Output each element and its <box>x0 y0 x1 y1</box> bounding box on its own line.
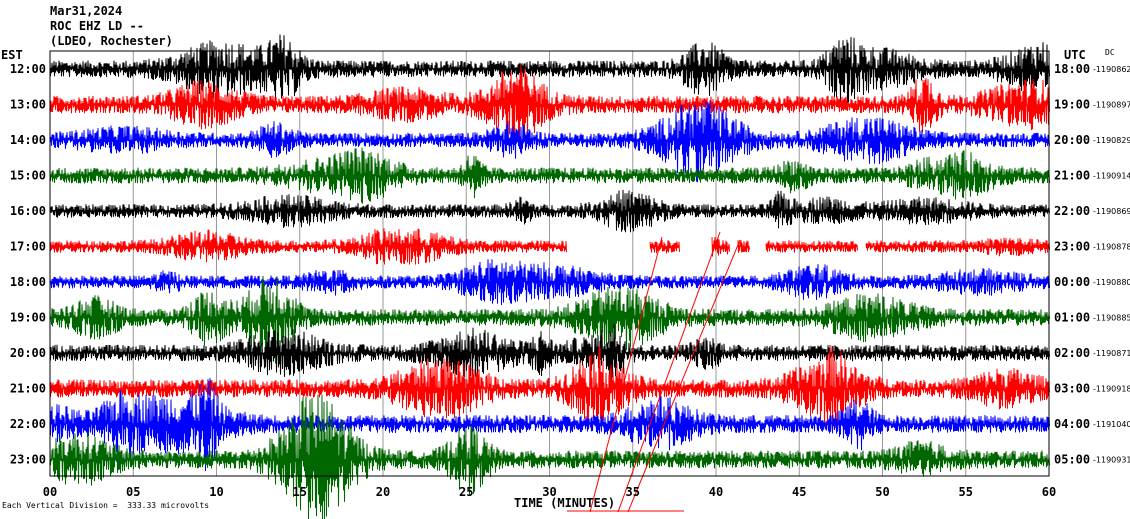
dc-value-label: -1190885 <box>1093 314 1130 323</box>
est-label: 16:00 <box>10 204 46 218</box>
est-label: 17:00 <box>10 240 46 254</box>
dc-offset-labels: -1190862 -1190897 -1190829 -1190914 -1190869… <box>1093 65 1130 465</box>
plot-frame <box>49 50 1050 477</box>
x-tick-label: 10 <box>209 485 223 499</box>
dc-value-label: -1190897 <box>1093 101 1130 110</box>
dc-value-label: -1190862 <box>1093 65 1130 74</box>
est-label: 15:00 <box>10 169 46 183</box>
trace-row-8 <box>49 275 1050 364</box>
trace-row-6 <box>49 228 1050 265</box>
x-tick-label: 35 <box>626 485 640 499</box>
dc-value-label: -1190878 <box>1093 243 1130 252</box>
utc-label: 23:00 <box>1054 240 1090 254</box>
trace-row-4 <box>49 147 1050 204</box>
x-tick-labels: 00 05 10 15 20 25 30 35 40 45 50 55 60 <box>43 485 1056 499</box>
trace-row-3 <box>49 100 1050 183</box>
trace-group <box>49 34 1050 519</box>
utc-label: 03:00 <box>1054 382 1090 396</box>
utc-label: 22:00 <box>1054 204 1090 218</box>
dc-value-label: -1190880 <box>1093 278 1130 287</box>
x-tick-label: 00 <box>43 485 57 499</box>
trace-row-7 <box>49 259 1050 306</box>
dc-column-label: DC <box>1105 48 1115 57</box>
diagonal-line <box>627 239 741 513</box>
utc-label: 20:00 <box>1054 133 1090 147</box>
utc-hour-labels: 18:00 19:00 20:00 21:00 22:00 23:00 00:00 01:00… <box>1054 62 1090 467</box>
x-tick-label: 40 <box>709 485 723 499</box>
right-timezone-label: UTC <box>1064 48 1086 62</box>
diagonal-line <box>589 236 663 513</box>
est-label: 21:00 <box>10 382 46 396</box>
trace-row-12 <box>49 394 1050 519</box>
est-label: 13:00 <box>10 98 46 112</box>
utc-label: 01:00 <box>1054 311 1090 325</box>
dc-value-label: -1191040 <box>1093 420 1130 429</box>
trace-row-2 <box>49 64 1050 145</box>
left-timezone-label: EST <box>1 48 23 62</box>
x-tick-label: 15 <box>293 485 307 499</box>
x-tick-label: 45 <box>792 485 806 499</box>
x-tick-label: 25 <box>459 485 473 499</box>
dc-value-label: -1190931 <box>1093 456 1130 465</box>
trace-row-11 <box>49 378 1050 472</box>
est-label: 19:00 <box>10 311 46 325</box>
header-date: Mar31,2024 <box>50 4 123 18</box>
dc-value-label: -1190829 <box>1093 136 1130 145</box>
x-tick-label: 05 <box>126 485 140 499</box>
x-tick-label: 20 <box>376 485 390 499</box>
est-label: 18:00 <box>10 275 46 289</box>
utc-label: 21:00 <box>1054 169 1090 183</box>
utc-label: 00:00 <box>1054 275 1090 289</box>
trace-row-10 <box>49 345 1050 430</box>
x-tick-label: 30 <box>542 485 556 499</box>
utc-label: 18:00 <box>1054 62 1090 76</box>
trace-row-5 <box>49 189 1050 233</box>
est-label: 22:00 <box>10 417 46 431</box>
utc-label: 02:00 <box>1054 346 1090 360</box>
est-label: 12:00 <box>10 62 46 76</box>
footer-scale-note: Each Vertical Division = 333.33 microvol… <box>2 501 210 510</box>
trace-row-9 <box>49 323 1050 383</box>
x-tick-label: 50 <box>875 485 889 499</box>
x-tick-label: 55 <box>959 485 973 499</box>
diagonal-trace-lines <box>567 231 741 513</box>
dc-value-label: -1190914 <box>1093 172 1130 181</box>
utc-label: 19:00 <box>1054 98 1090 112</box>
est-hour-labels: 12:00 13:00 14:00 15:00 16:00 17:00 18:00 19:00… <box>10 62 46 467</box>
utc-label: 04:00 <box>1054 417 1090 431</box>
est-label: 23:00 <box>10 453 46 467</box>
header-station: ROC EHZ LD -- <box>50 19 144 33</box>
dc-value-label: -1190918 <box>1093 385 1130 394</box>
trace-row-1 <box>49 34 1050 104</box>
est-label: 20:00 <box>10 346 46 360</box>
dc-value-label: -1190871 <box>1093 349 1130 358</box>
est-label: 14:00 <box>10 133 46 147</box>
header-network: (LDEO, Rochester) <box>50 34 173 48</box>
x-axis-title: TIME (MINUTES) <box>514 496 616 510</box>
diagonal-line <box>617 231 721 513</box>
x-tick-label: 60 <box>1042 485 1056 499</box>
dc-value-label: -1190869 <box>1093 207 1130 216</box>
utc-label: 05:00 <box>1054 453 1090 467</box>
